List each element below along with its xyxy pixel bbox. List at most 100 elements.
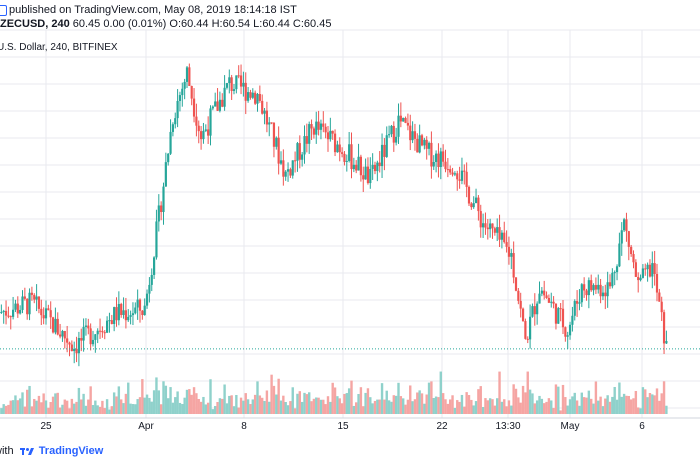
candle-body: [4, 310, 8, 316]
candle-body: [202, 130, 205, 140]
candle-body: [637, 276, 640, 281]
candle-body: [519, 300, 522, 309]
volume-bar: [590, 398, 593, 414]
candle-body: [192, 98, 196, 117]
volume-bar: [615, 399, 619, 414]
candle-body: [263, 110, 266, 114]
volume-bar: [547, 398, 551, 414]
volume-bar: [601, 406, 605, 414]
volume-bar: [120, 399, 123, 414]
volume-bar: [416, 392, 419, 414]
symbol-label[interactable]: ZECUSD, 240: [0, 18, 70, 30]
volume-bar: [239, 397, 243, 414]
candle-body: [315, 121, 318, 135]
candle-body: [282, 160, 285, 177]
candle-body: [545, 295, 548, 298]
candle-body: [115, 307, 118, 321]
candle-body: [662, 312, 666, 344]
volume-bar: [418, 390, 421, 414]
volume-bar: [566, 405, 569, 414]
candle-body: [237, 75, 240, 77]
volume-bar: [662, 381, 666, 414]
candle-body: [439, 151, 442, 168]
candle-body: [425, 139, 428, 149]
volume-bar: [214, 406, 217, 414]
candle-body: [639, 277, 642, 281]
candle-body: [529, 316, 532, 340]
volume-bar: [150, 401, 153, 414]
volume-bar: [75, 401, 78, 414]
candle-body: [420, 135, 424, 146]
volume-bar: [228, 395, 231, 414]
candle-body: [474, 197, 478, 204]
x-tick-label: May: [561, 421, 580, 432]
candle-body: [547, 297, 550, 303]
candle-body: [409, 125, 412, 141]
candle-body: [355, 164, 358, 171]
volume-bar: [528, 389, 532, 414]
candle-body: [84, 325, 88, 327]
volume-bar: [597, 400, 600, 414]
volume-bar: [559, 410, 562, 414]
volume-bar: [357, 393, 360, 414]
volume-bar: [340, 403, 344, 414]
volume-bar: [343, 393, 346, 414]
volume-bar: [531, 393, 534, 414]
candle-body: [449, 169, 452, 173]
candle-body: [42, 315, 45, 319]
candle-body: [138, 299, 142, 311]
candle-body: [218, 99, 221, 111]
candle-body: [620, 230, 623, 244]
volume-bar: [129, 403, 132, 414]
candle-body: [256, 93, 259, 104]
volume-bar: [470, 399, 473, 414]
candle-body: [110, 320, 113, 324]
volume-bar: [491, 399, 494, 414]
candle-body: [564, 327, 567, 337]
volume-bar: [606, 395, 609, 414]
candle-body: [14, 303, 17, 310]
candle-body: [362, 175, 365, 180]
volume-bar: [557, 386, 560, 414]
candle-body: [223, 87, 226, 107]
candle-body: [437, 153, 440, 168]
candle-body: [82, 326, 85, 341]
candle-body: [96, 330, 99, 335]
volume-bar: [56, 392, 59, 414]
volume-bar: [305, 394, 309, 414]
volume-bar: [272, 385, 276, 414]
candle-body: [357, 156, 360, 171]
candle-body: [514, 277, 518, 291]
candle-body: [630, 246, 633, 255]
candle-body: [94, 334, 97, 340]
candle-body: [536, 303, 539, 315]
footer-brand[interactable]: TradingView: [38, 445, 104, 457]
candle-body: [625, 219, 628, 232]
volume-bar: [49, 402, 52, 414]
candle-body: [204, 129, 207, 131]
volume-bar: [178, 402, 182, 414]
x-tick-label: 6: [639, 421, 645, 432]
volume-bar: [242, 400, 245, 414]
candle-body: [169, 131, 172, 154]
volume-bar: [519, 402, 522, 414]
volume-bar: [390, 401, 393, 414]
volume-bar: [18, 398, 22, 414]
candle-body: [444, 161, 447, 170]
volume-bar: [159, 404, 163, 414]
candle-body: [301, 154, 304, 160]
volume-bar: [533, 403, 536, 414]
candle-body: [49, 310, 52, 318]
candle-body: [150, 274, 153, 285]
volume-bar: [51, 396, 55, 414]
candle-body: [538, 293, 541, 304]
volume-bar: [169, 387, 172, 414]
volume-bar: [148, 397, 151, 414]
candle-body: [47, 308, 50, 311]
candle-body: [611, 272, 614, 287]
candle-body: [103, 332, 106, 334]
volume-bar: [397, 382, 400, 414]
volume-bar: [105, 399, 109, 414]
candle-body: [404, 117, 407, 123]
